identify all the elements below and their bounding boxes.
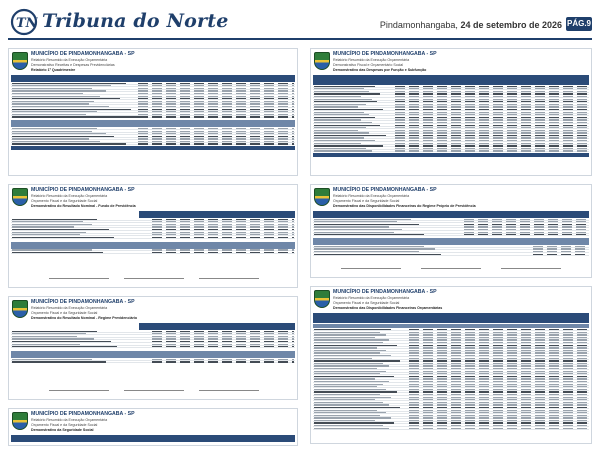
panel-section-title: Demonstrativo das Despesas por Função e … [333, 68, 427, 72]
panel-title: MUNICÍPIO DE PINDAMONHANGABA - SP [31, 411, 135, 417]
panel-subtitle: Relatório Resumido da Execução Orçamentá… [31, 306, 108, 310]
panel-title: MUNICÍPIO DE PINDAMONHANGABA - SP [333, 187, 437, 193]
panel-header: MUNICÍPIO DE PINDAMONHANGABA - SP Relató… [311, 287, 591, 313]
table-body [311, 85, 591, 153]
panel-subtitle: Orçamento Fiscal e da Seguridade Social [31, 311, 98, 315]
masthead: TN Tribuna do Norte Pindamonhangaba, 24 … [8, 6, 592, 40]
panel-title: MUNICÍPIO DE PINDAMONHANGABA - SP [333, 51, 437, 57]
panel-title: MUNICÍPIO DE PINDAMONHANGABA - SP [31, 187, 135, 193]
report-panel: MUNICÍPIO DE PINDAMONHANGABA - SP Relató… [310, 286, 592, 444]
table-body [9, 218, 297, 239]
panel-subtitle: Relatório Resumido da Execução Orçamentá… [333, 58, 410, 62]
municipal-crest-icon [12, 300, 28, 318]
panel-header: MUNICÍPIO DE PINDAMONHANGABA - SP Relató… [9, 185, 297, 211]
panel-title: MUNICÍPIO DE PINDAMONHANGABA - SP [333, 289, 437, 295]
panel-subtitle: Relatório Resumido da Execução Orçamentá… [31, 58, 108, 62]
table-body [311, 329, 591, 430]
report-panel: MUNICÍPIO DE PINDAMONHANGABA - SP Relató… [8, 184, 298, 288]
panel-title: MUNICÍPIO DE PINDAMONHANGABA - SP [31, 51, 135, 57]
report-panel: MUNICÍPIO DE PINDAMONHANGABA - SP Relató… [8, 48, 298, 176]
table-body [311, 218, 591, 237]
panel-header: MUNICÍPIO DE PINDAMONHANGABA - SP Relató… [9, 297, 297, 323]
panel-section-title: Demonstrativo das Disponibilidades Finan… [333, 204, 476, 208]
svg-text:TN: TN [16, 16, 38, 31]
report-panel: MUNICÍPIO DE PINDAMONHANGABA - SP Relató… [8, 408, 298, 446]
report-panel: MUNICÍPIO DE PINDAMONHANGABA - SP Relató… [8, 296, 298, 400]
panel-header: MUNICÍPIO DE PINDAMONHANGABA - SP Relató… [9, 49, 297, 75]
panel-section-title: Demonstrativo das Disponibilidades Finan… [333, 306, 443, 310]
table-header [11, 75, 295, 82]
table-body [9, 82, 297, 119]
panel-title: MUNICÍPIO DE PINDAMONHANGABA - SP [31, 299, 135, 305]
table-total-bar [313, 153, 589, 157]
report-panel: MUNICÍPIO DE PINDAMONHANGABA - SP Relató… [310, 48, 592, 176]
municipal-crest-icon [314, 290, 330, 308]
municipal-crest-icon [12, 412, 28, 430]
panel-subtitle: Orçamento Fiscal e da Seguridade Social [31, 199, 98, 203]
municipal-crest-icon [12, 52, 28, 70]
panel-subtitle: Orçamento Fiscal e da Seguridade Social [333, 199, 400, 203]
panel-subtitle: Relatório Resumido da Execução Orçamentá… [333, 296, 410, 300]
panel-subtitle: Orçamento Fiscal e da Seguridade Social [31, 423, 98, 427]
newspaper-title: Tribuna do Norte [42, 10, 229, 32]
municipal-crest-icon [12, 188, 28, 206]
panel-section-title: Relatório 1º Quadrimestre [31, 68, 76, 72]
panel-subtitle: Relatório Resumido da Execução Orçamentá… [31, 194, 108, 198]
panel-subtitle: Relatório Resumido da Execução Orçamentá… [31, 418, 108, 422]
panel-header: MUNICÍPIO DE PINDAMONHANGABA - SP Relató… [9, 409, 297, 435]
panel-section-title: Demonstrativo da Seguridade Social [31, 428, 94, 432]
page-number-badge: PÁG.9 [566, 17, 592, 31]
panel-header: MUNICÍPIO DE PINDAMONHANGABA - SP Relató… [311, 185, 591, 211]
table-total-bar [11, 146, 295, 150]
panel-section-title: Demonstrativo do Resultado Nominal - Fun… [31, 204, 136, 208]
panel-subtitle: Demonstrativo Fiscal e Orçamentário Soci… [333, 63, 404, 67]
dateline-date: 24 de setembro de 2026 [460, 20, 562, 30]
panel-subtitle: Orçamento Fiscal e da Seguridade Social [333, 301, 400, 305]
report-panel: MUNICÍPIO DE PINDAMONHANGABA - SP Relató… [310, 184, 592, 278]
municipal-crest-icon [314, 188, 330, 206]
dateline-city: Pindamonhangaba, [379, 20, 458, 30]
panel-section-title: Demonstrativo do Resultado Nominal - Reg… [31, 316, 138, 320]
table-body [9, 330, 297, 349]
panel-subtitle: Demonstrativo Receitas e Despesas Previd… [31, 63, 115, 67]
dateline: Pindamonhangaba, 24 de setembro de 2026 [380, 20, 562, 30]
panel-header: MUNICÍPIO DE PINDAMONHANGABA - SP Relató… [311, 49, 591, 75]
municipal-crest-icon [314, 52, 330, 70]
newspaper-logo-icon: TN [10, 8, 38, 36]
panel-subtitle: Relatório Resumido da Execução Orçamentá… [333, 194, 410, 198]
